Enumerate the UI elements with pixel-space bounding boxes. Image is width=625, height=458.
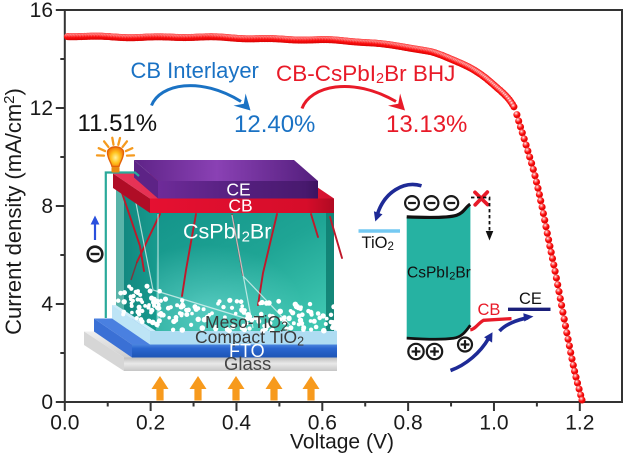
svg-text:CB-CsPbI2Br BHJ: CB-CsPbI2Br BHJ	[276, 61, 455, 87]
svg-text:16: 16	[30, 0, 53, 22]
svg-text:Glass: Glass	[224, 353, 271, 374]
svg-text:CB: CB	[478, 301, 501, 319]
svg-text:CsPbI2Br: CsPbI2Br	[183, 220, 271, 246]
svg-text:12.40%: 12.40%	[234, 111, 315, 138]
svg-text:0: 0	[41, 391, 53, 414]
svg-text:0.2: 0.2	[136, 412, 165, 435]
svg-text:CB: CB	[228, 196, 252, 216]
svg-text:Voltage (V): Voltage (V)	[290, 431, 394, 454]
svg-text:CsPbI2Br: CsPbI2Br	[407, 265, 471, 283]
svg-text:13.13%: 13.13%	[386, 111, 467, 138]
svg-text:4: 4	[41, 293, 53, 316]
svg-text:0.8: 0.8	[393, 412, 422, 435]
svg-text:12: 12	[30, 97, 53, 120]
svg-text:CB Interlayer: CB Interlayer	[131, 58, 259, 83]
svg-text:0.4: 0.4	[222, 412, 252, 435]
svg-text:0.0: 0.0	[50, 412, 79, 435]
svg-text:8: 8	[41, 195, 53, 218]
svg-text:1.2: 1.2	[565, 412, 594, 435]
svg-text:Current density (mA/cm2): Current density (mA/cm2)	[1, 88, 26, 335]
svg-text:1.0: 1.0	[479, 412, 508, 435]
svg-text:11.51%: 11.51%	[78, 110, 158, 137]
svg-text:CE: CE	[519, 290, 542, 308]
